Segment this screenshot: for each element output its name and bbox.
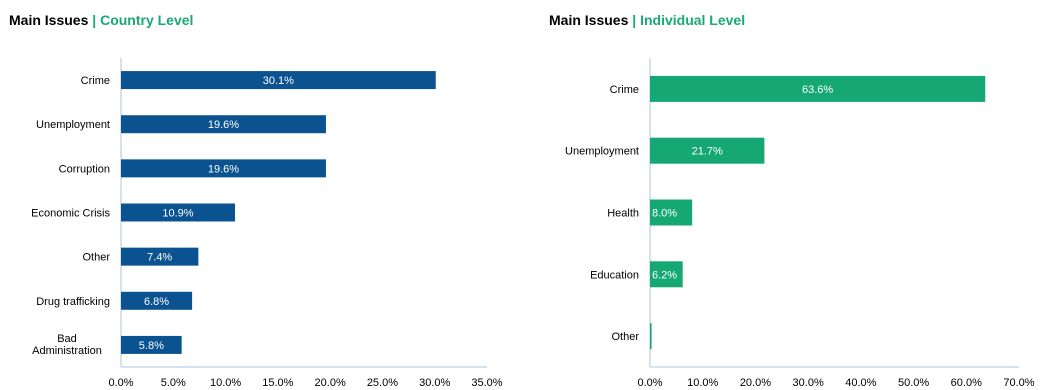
chart-title-separator: |	[92, 12, 101, 28]
category-label: Health	[607, 208, 639, 220]
bar	[121, 247, 199, 266]
data-label: 7.4%	[147, 252, 172, 264]
x-tick-label: 10.0%	[687, 377, 718, 389]
x-tick-label: 70.0%	[1003, 377, 1034, 389]
x-tick-label: 20.0%	[315, 377, 346, 389]
bar	[121, 291, 193, 310]
category-label: Other	[82, 252, 110, 264]
chart-title-accent: | Country Level	[92, 12, 193, 28]
category-label: Other	[611, 331, 639, 343]
data-label: 5.8%	[139, 340, 164, 352]
data-label: 6.2%	[652, 269, 677, 281]
bar	[121, 335, 182, 354]
bar	[650, 137, 765, 164]
x-tick-label: 35.0%	[471, 377, 502, 389]
bar	[650, 261, 683, 288]
bar	[650, 323, 652, 350]
data-label: 63.6%	[802, 84, 833, 96]
chart-title-subtitle: Individual Level	[640, 12, 746, 28]
x-tick-label: 0.0%	[108, 377, 133, 389]
chart-title-separator: |	[632, 12, 641, 28]
x-tick-label: 25.0%	[367, 377, 398, 389]
x-tick-label: 10.0%	[210, 377, 241, 389]
x-tick-label: 40.0%	[845, 377, 876, 389]
bar	[121, 115, 326, 134]
category-label: Crime	[610, 84, 639, 96]
chart-title-accent: | Individual Level	[632, 12, 745, 28]
bar	[121, 159, 326, 178]
x-tick-label: 50.0%	[898, 377, 929, 389]
chart-title-main: Main Issues	[9, 12, 89, 28]
x-tick-label: 5.0%	[161, 377, 186, 389]
data-label: 8.0%	[652, 208, 677, 220]
data-label: 21.7%	[692, 146, 723, 158]
category-label: Crime	[81, 75, 110, 87]
x-tick-label: 60.0%	[951, 377, 982, 389]
data-label: 30.1%	[263, 75, 294, 87]
x-tick-label: 20.0%	[740, 377, 771, 389]
bar	[650, 199, 693, 226]
category-label: Education	[590, 269, 639, 281]
data-label: 19.6%	[208, 119, 239, 131]
category-label: Unemployment	[565, 146, 639, 158]
data-label: 19.6%	[208, 163, 239, 175]
chart-title-main: Main Issues	[549, 12, 629, 28]
chart-title-country: Main Issues | Country Level	[9, 12, 193, 28]
data-label: 6.8%	[144, 296, 169, 308]
chart-title-individual: Main Issues | Individual Level	[549, 12, 745, 28]
individual-level-bar-chart: 0.0% 10.0% 20.0% 30.0% 40.0% 50.0% 60.0% 70.0% 6…	[565, 58, 1035, 389]
category-label: Drug trafficking	[36, 296, 110, 308]
x-tick-label: 30.0%	[793, 377, 824, 389]
chart-title-subtitle: Country Level	[100, 12, 194, 28]
category-label: Corruption	[59, 163, 110, 175]
bar	[650, 75, 986, 102]
data-label: 10.9%	[162, 208, 193, 220]
x-tick-label: 15.0%	[262, 377, 293, 389]
x-tick-label: 30.0%	[419, 377, 450, 389]
category-label: Economic Crisis	[31, 208, 110, 220]
category-label: Unemployment	[36, 119, 110, 131]
bar	[121, 203, 235, 222]
country-level-bar-chart: 0.0% 5.0% 10.0% 15.0% 20.0% 25.0% 30.0% 35.0% 30…	[31, 58, 503, 389]
category-label: Bad Administration	[32, 333, 102, 357]
bar	[121, 71, 436, 90]
x-tick-label: 0.0%	[637, 377, 662, 389]
